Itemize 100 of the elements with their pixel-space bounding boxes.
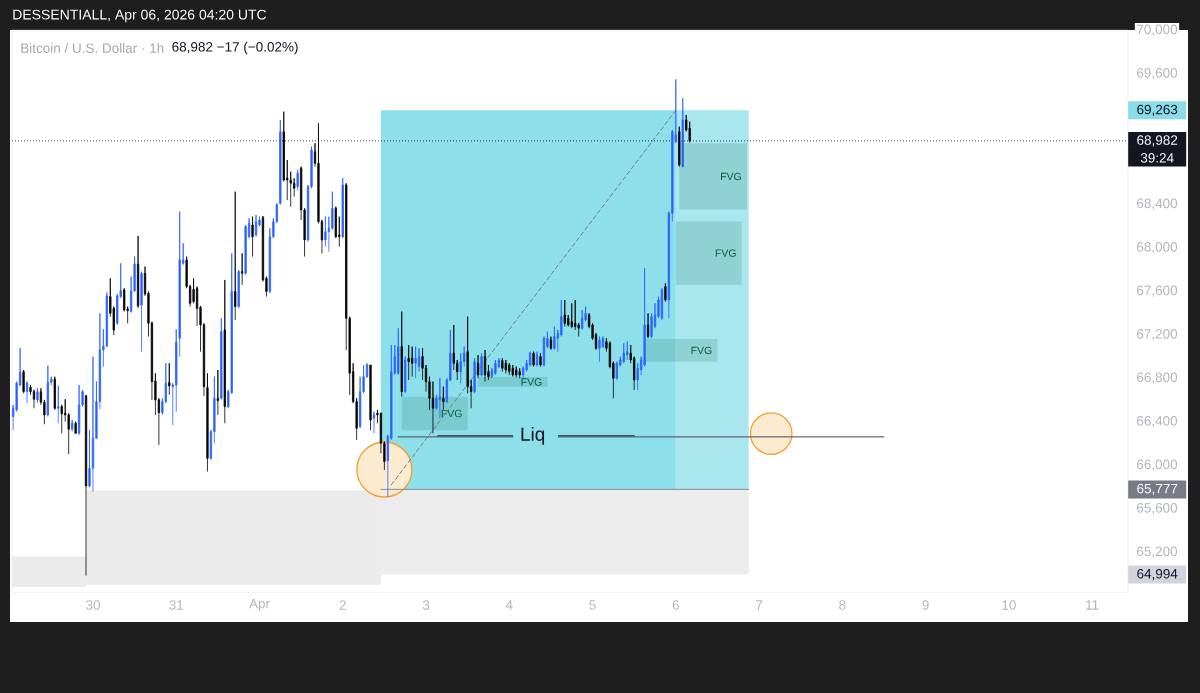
candlestick [518,367,521,379]
candlestick [553,326,556,351]
candlestick [407,344,410,381]
x-tick-label: 5 [589,600,596,610]
candlestick [442,386,445,411]
candlestick [74,421,77,435]
candlestick [411,346,414,378]
candlestick [32,389,36,409]
candlestick [664,282,667,303]
candlestick [254,214,258,238]
candlestick [57,385,60,424]
x-tick-label: 31 [169,600,184,610]
y-tick-label: 68,000 [1137,242,1178,254]
candlestick [223,279,226,424]
x-tick-label: 30 [85,600,100,610]
candlestick [25,381,29,404]
x-tick-label: 10 [1002,600,1016,610]
candlestick [71,419,74,433]
candlestick [36,387,39,404]
candlestick [324,216,327,248]
candlestick [483,349,487,383]
y-tick-label: 65,600 [1137,503,1178,515]
candlestick [234,191,237,321]
candlestick [660,287,664,321]
candlestick [646,312,650,339]
legend-label: FVG [691,346,712,355]
annotation: Liq [521,426,545,445]
candlestick [622,342,625,364]
candlestick [241,252,244,286]
candlestick [84,394,88,576]
y-tick-label: 66,800 [1137,372,1178,384]
candlestick [542,336,546,368]
candlestick [77,384,81,436]
legend-label: FVG [715,249,736,257]
candlestick [504,359,507,374]
candlestick [476,354,480,379]
x-tick-label: 9 [922,600,929,610]
candlestick [480,352,483,378]
candlestick [678,126,681,168]
y-tick-label: 70,000 [1137,24,1178,36]
x-tick-label: 8 [839,600,846,610]
y-tick-label: 64,994 [1137,568,1178,581]
candlestick [404,356,407,394]
legend-label: FVG [521,378,542,386]
candlestick [251,216,254,257]
candlestick [494,359,497,376]
candlestick [535,351,539,368]
candlestick [515,366,518,378]
candlestick [53,376,56,411]
candlestick [220,317,223,401]
candlestick [549,336,553,351]
text: 39:24 [1140,153,1174,163]
legend-label: FVG [441,409,462,418]
candlestick [216,369,219,416]
candlestick [473,357,476,394]
candlestick [91,356,95,492]
candlestick [508,362,511,376]
candlestick [372,411,376,434]
candlestick [237,269,240,309]
x-tick-label: 7 [756,600,763,610]
x-tick-label: 6 [672,600,679,610]
candlestick [528,351,532,368]
candlestick [501,357,504,373]
x-tick-label: 4 [505,600,513,610]
y-tick-label: 66,400 [1137,416,1178,428]
candlestick [296,169,299,191]
candlestick [279,119,282,206]
candlestick [563,299,566,328]
y-tick-label: 66,000 [1137,459,1178,471]
y-tick-label: 67,600 [1137,285,1178,297]
candlestick [140,271,143,353]
candlestick [511,364,514,378]
y-tick-label: 67,200 [1137,329,1178,341]
candlestick [136,235,140,309]
y-tick-label: 65,777 [1137,483,1178,495]
y-tick-label: 65,200 [1137,546,1178,558]
candlestick [626,341,629,361]
x-tick-label: 3 [422,600,430,610]
candlestick [46,365,49,418]
candlestick [615,361,618,381]
y-tick-label: 68,400 [1137,198,1178,210]
candlestick [438,377,442,419]
candlestick [168,362,171,396]
text: DESSENTIALL, Apr 06, 2026 04:20 UTC [13,9,267,23]
candlestick [22,369,25,394]
candlestick [598,336,601,363]
x-tick-label: 2 [339,600,346,610]
candlestick [570,302,573,329]
text: Bitcoin / U.S. Dollar · 1h [21,43,164,53]
text: 68,982 −17 (−0.02%) [172,41,298,55]
candlestick [681,97,684,168]
candlestick [397,327,400,376]
x-tick-label: Apr [249,598,270,612]
candlestick [581,309,584,331]
candlestick [414,346,417,379]
candlestick [532,351,535,368]
candlestick [431,381,435,434]
candlestick [369,364,372,431]
y-tick-label: 69,263 [1137,104,1178,116]
legend-label: FVG [721,172,741,181]
